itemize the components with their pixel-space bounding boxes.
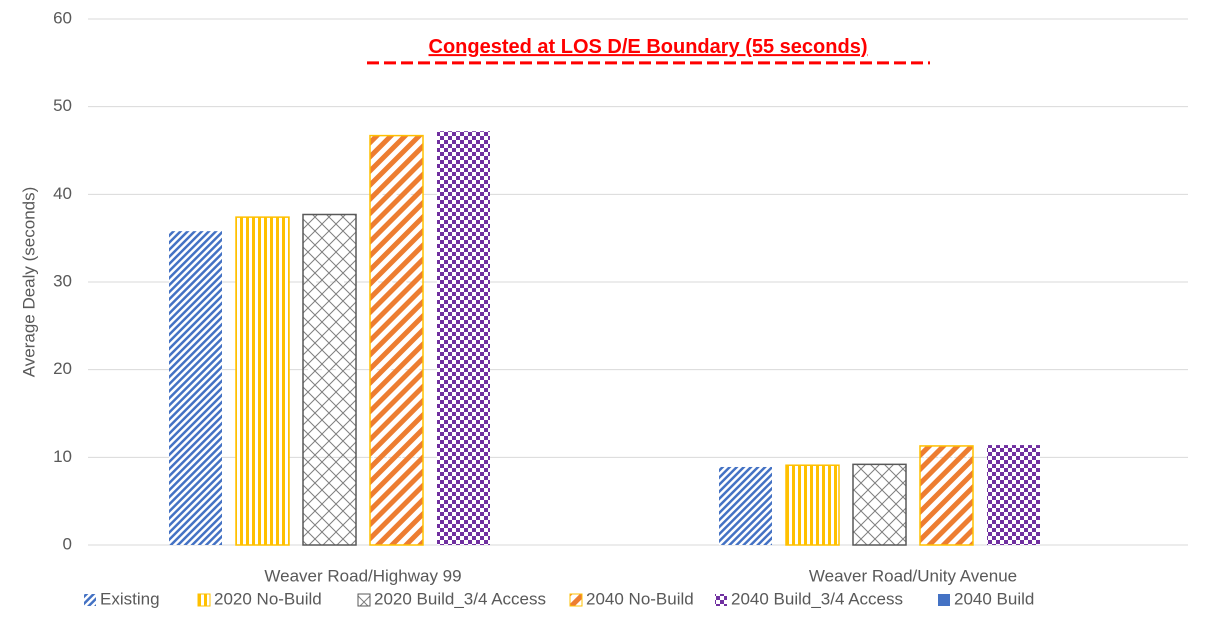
bar: [369, 134, 424, 546]
bar: [987, 445, 1040, 545]
y-tick-label: 30: [53, 271, 72, 290]
legend-swatch: [84, 594, 96, 606]
bar: [919, 445, 974, 546]
legend-swatch: [938, 594, 950, 606]
x-tick-label: Weaver Road/Highway 99: [264, 566, 461, 585]
legend-swatch: [569, 593, 583, 607]
bar: [169, 231, 222, 546]
legend-label: 2020 No-Build: [214, 589, 322, 608]
bar: [437, 131, 490, 546]
y-tick-label: 60: [53, 8, 72, 27]
legend-label: 2040 No-Build: [586, 589, 694, 608]
bar: [719, 466, 772, 545]
bar: [302, 213, 357, 546]
y-tick-label: 0: [63, 534, 72, 553]
legend-label: Existing: [100, 589, 160, 608]
legend-label: 2020 Build_3/4 Access: [374, 589, 546, 608]
y-tick-label: 40: [53, 184, 72, 203]
y-tick-label: 50: [53, 96, 72, 115]
legend-swatch: [197, 593, 211, 607]
x-tick-label: Weaver Road/Unity Avenue: [809, 566, 1017, 585]
y-axis-label: Average Dealy (seconds): [19, 187, 38, 378]
legend-swatch: [715, 594, 727, 606]
annotation: Congested at LOS D/E Boundary (55 second…: [429, 36, 868, 58]
legend-label: 2040 Build_3/4 Access: [731, 589, 903, 608]
y-tick-label: 10: [53, 447, 72, 466]
legend-label: 2040 Build: [954, 589, 1034, 608]
y-tick-label: 20: [53, 359, 72, 378]
bar: [785, 464, 840, 546]
legend-swatch: [357, 593, 371, 607]
bar: [235, 216, 290, 546]
bar: [852, 463, 907, 546]
